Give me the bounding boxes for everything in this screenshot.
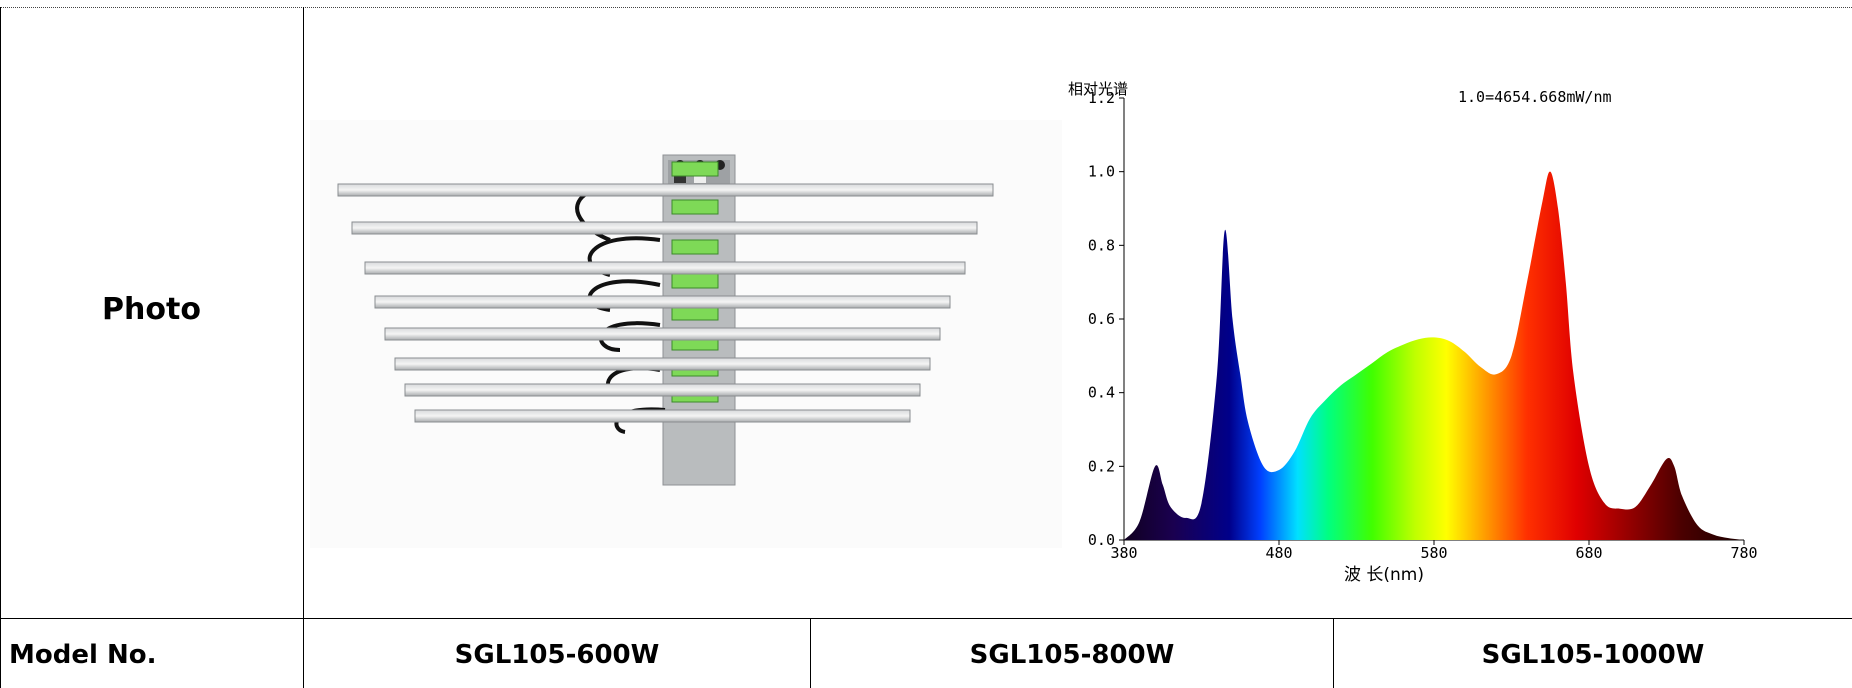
x-tick-label: 780	[1730, 544, 1757, 562]
connector-block	[672, 240, 718, 254]
light-bar	[395, 358, 930, 370]
chart-annotation: 1.0=4654.668mW/nm	[1458, 88, 1612, 106]
y-tick-label: 0.2	[1088, 457, 1115, 475]
light-bar	[375, 296, 950, 308]
y-tick-label: 1.0	[1088, 163, 1115, 181]
top-border	[0, 7, 1852, 8]
model-1000w: SGL105-1000W	[1334, 640, 1852, 670]
connector-block	[672, 274, 718, 288]
x-axis-label: 波 长(nm)	[1344, 565, 1424, 585]
connector-block	[672, 162, 718, 176]
light-bar	[405, 384, 920, 396]
photo-label: Photo	[0, 292, 303, 327]
chart-title: 相对光谱	[1068, 80, 1128, 98]
light-bar	[385, 328, 940, 340]
y-tick-label: 0.6	[1088, 310, 1115, 328]
connector-block	[672, 200, 718, 214]
table-line-col1	[303, 7, 304, 688]
led-grow-light-icon	[310, 120, 1062, 548]
light-bar	[365, 262, 965, 274]
spectrum-area	[1124, 172, 1744, 540]
table-line-left	[0, 7, 1, 688]
light-bar	[338, 184, 993, 196]
model-no-label: Model No.	[9, 640, 156, 670]
y-tick-label: 0.8	[1088, 236, 1115, 254]
product-photo	[310, 120, 1062, 548]
model-800w: SGL105-800W	[811, 640, 1333, 670]
table-line-row-sep	[0, 618, 1852, 619]
light-bar	[415, 410, 910, 422]
x-tick-label: 480	[1265, 544, 1292, 562]
x-tick-label: 680	[1575, 544, 1602, 562]
y-tick-label: 0.4	[1088, 384, 1115, 402]
light-bar	[352, 222, 977, 234]
model-600w: SGL105-600W	[304, 640, 810, 670]
x-tick-label: 580	[1420, 544, 1447, 562]
spectrum-chart: 0.0 0.2 0.4 0.6 0.8 1.0 1.2 380 480 580 680 780 相对光…	[1068, 70, 1788, 600]
x-tick-label: 380	[1110, 544, 1137, 562]
